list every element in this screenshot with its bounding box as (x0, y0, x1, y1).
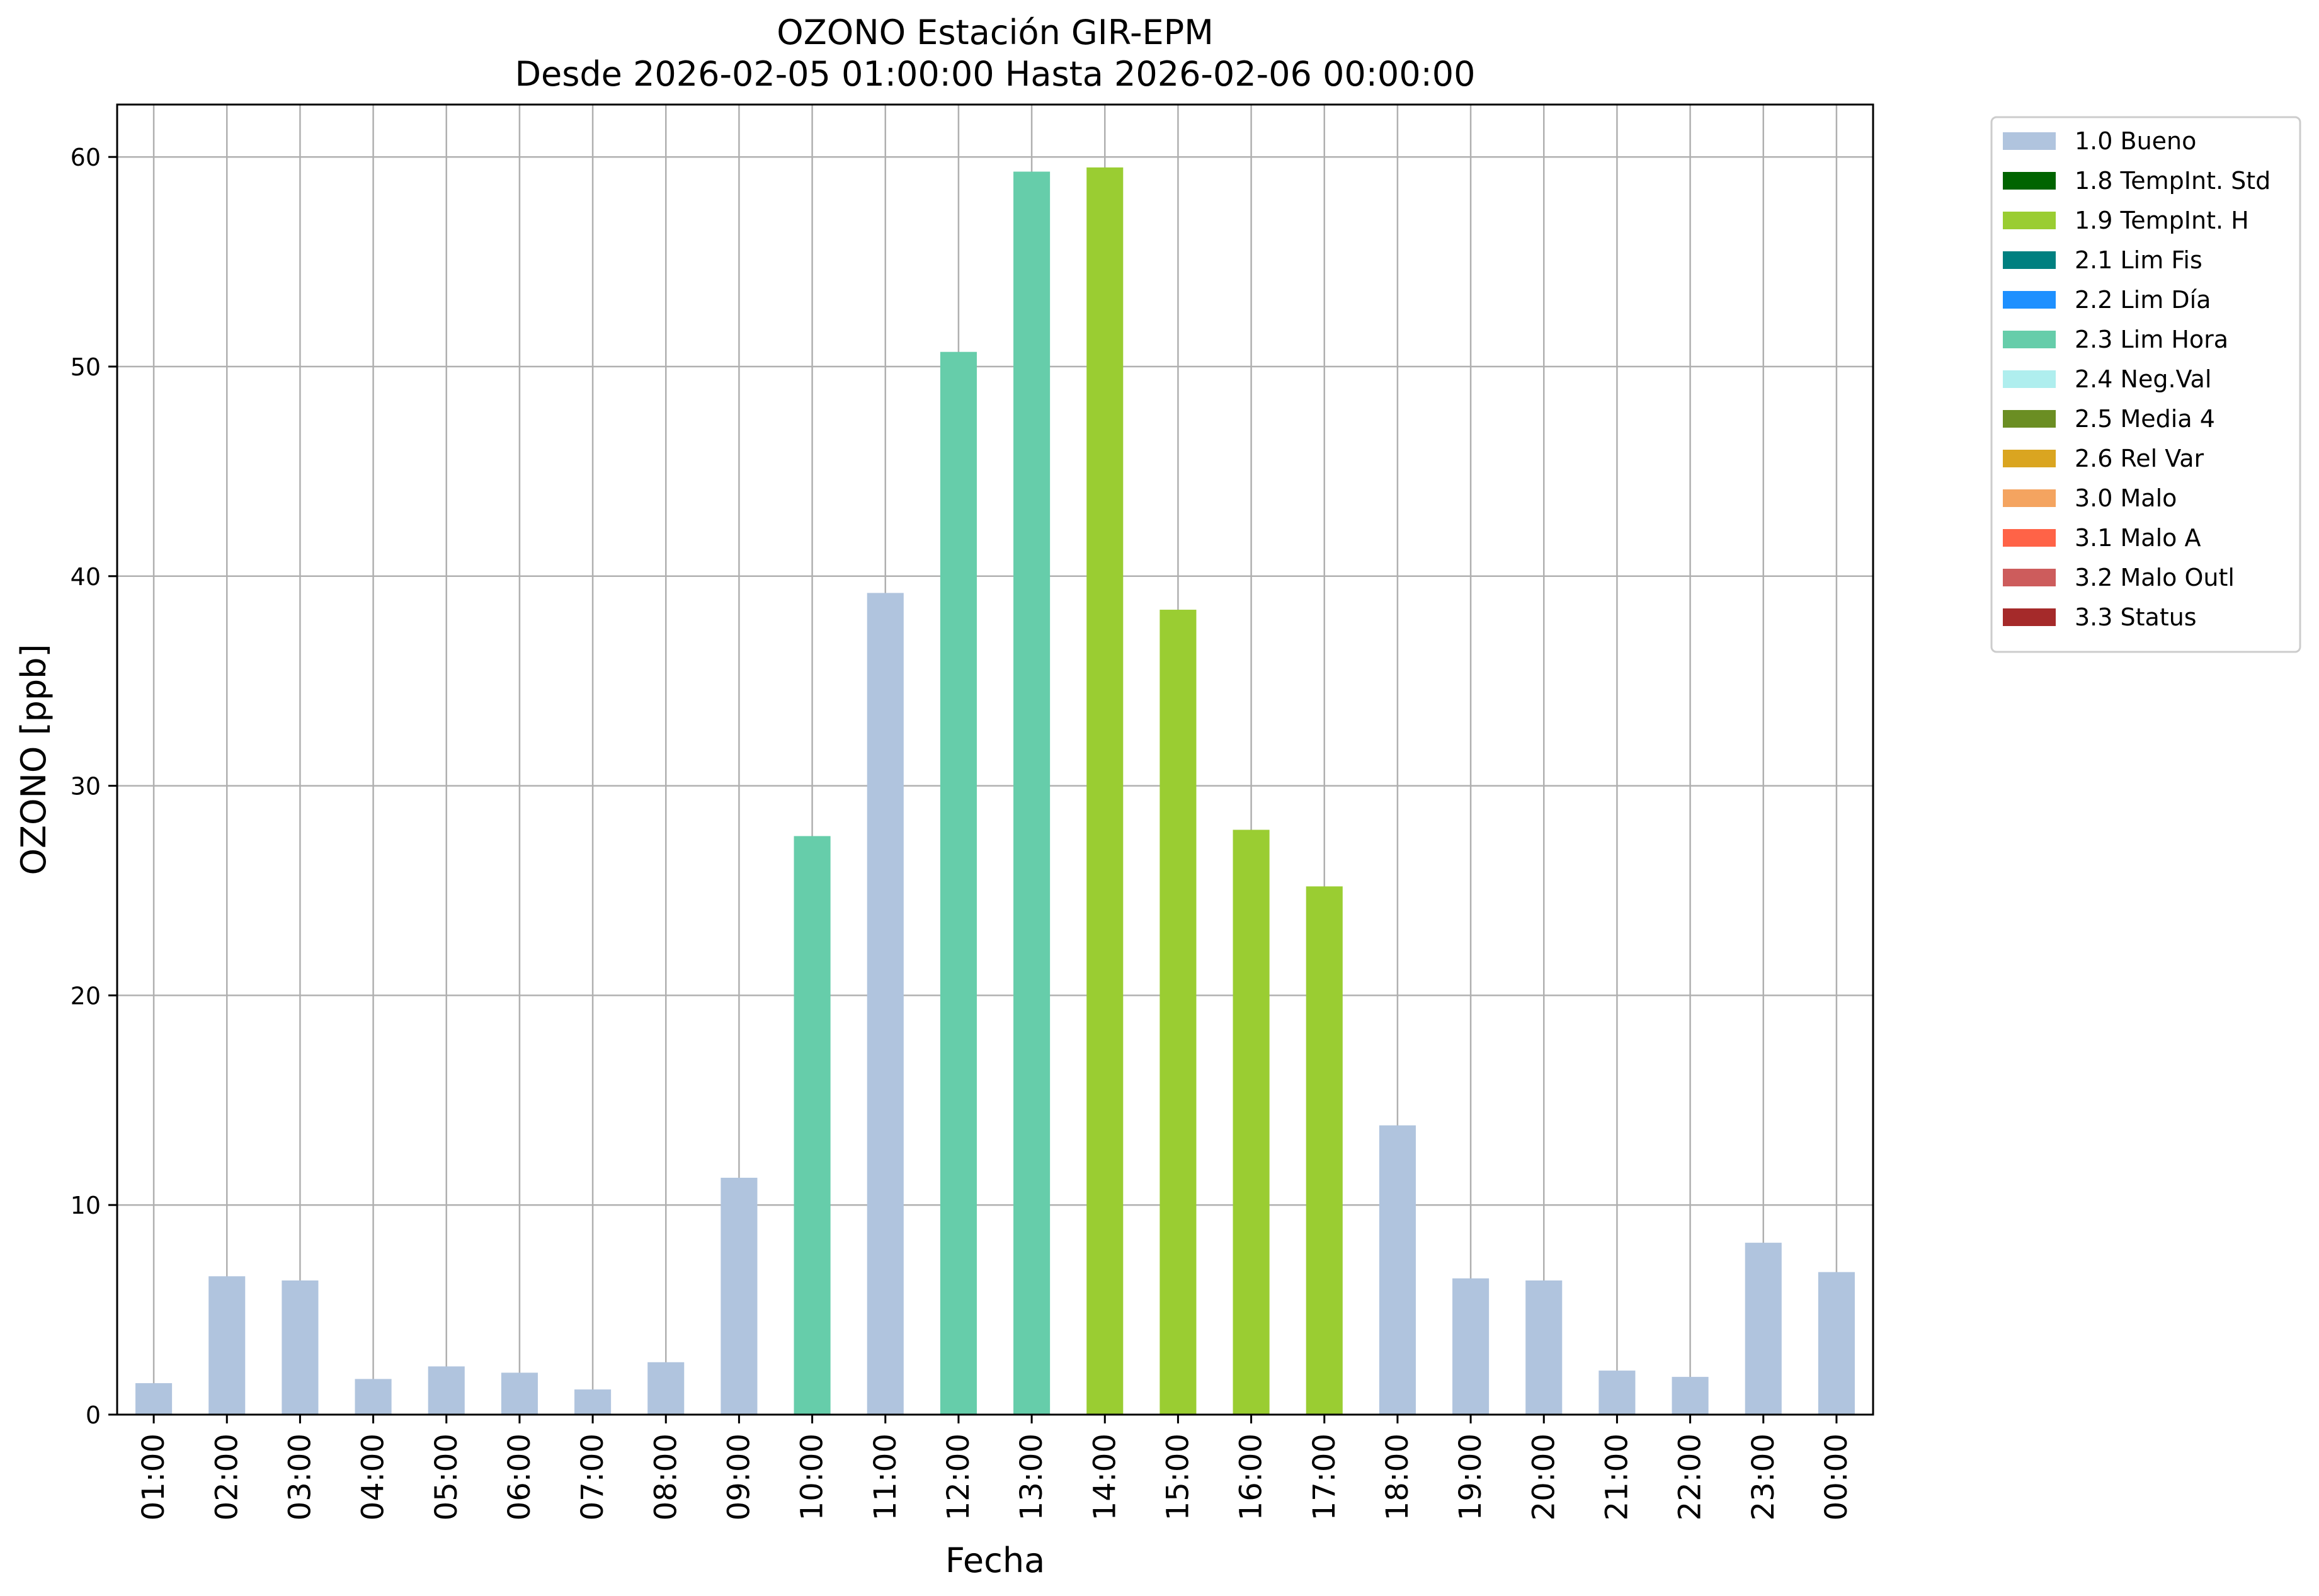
bars (135, 167, 1855, 1415)
x-tick-label: 00:00 (1819, 1434, 1854, 1520)
bar-2000 (1525, 1280, 1563, 1415)
bar-1200 (940, 351, 977, 1415)
x-tick-label: 23:00 (1746, 1434, 1781, 1520)
x-tick-label: 08:00 (648, 1434, 683, 1520)
bar-0000 (1818, 1272, 1855, 1415)
legend-swatch (2003, 132, 2056, 150)
x-tick-label: 10:00 (795, 1434, 830, 1520)
legend-label: 2.6 Rel Var (2075, 445, 2204, 472)
legend-swatch (2003, 410, 2056, 428)
legend-swatch (2003, 291, 2056, 309)
bar-1600 (1233, 829, 1270, 1415)
bar-1500 (1160, 610, 1197, 1415)
x-tick-label: 17:00 (1307, 1434, 1342, 1520)
bar-0300 (282, 1280, 319, 1415)
bar-0900 (721, 1177, 758, 1415)
y-axis-ticks: 0 10 20 30 40 50 60 (71, 144, 117, 1429)
legend-label: 2.4 Neg.Val (2075, 365, 2211, 393)
x-tick-label: 01:00 (136, 1434, 171, 1520)
plot-frame (116, 103, 1874, 1416)
legend-swatch (2003, 172, 2056, 190)
x-tick-label: 15:00 (1160, 1434, 1195, 1520)
legend-swatch (2003, 608, 2056, 626)
legend-label: 3.3 Status (2075, 603, 2197, 631)
legend-swatch (2003, 489, 2056, 507)
y-tick-label: 30 (71, 773, 101, 801)
y-tick-label: 60 (71, 144, 101, 171)
legend-label: 2.1 Lim Fis (2075, 246, 2202, 274)
bar-0200 (208, 1276, 246, 1415)
x-tick-label: 07:00 (575, 1434, 610, 1520)
x-tick-label: 18:00 (1380, 1434, 1415, 1520)
chart-title: OZONO Estación GIR-EPM (777, 13, 1214, 52)
x-tick-label: 12:00 (941, 1434, 976, 1520)
x-axis-label: Fecha (945, 1541, 1045, 1580)
legend-swatch (2003, 370, 2056, 388)
legend-label: 1.0 Bueno (2075, 127, 2196, 155)
bar-1100 (867, 593, 904, 1415)
legend-swatch (2003, 331, 2056, 348)
legend-swatch (2003, 251, 2056, 269)
x-tick-label: 09:00 (721, 1434, 756, 1520)
legend: 1.0 Bueno 1.8 TempInt. Std 1.9 TempInt. H 2… (1990, 116, 2301, 653)
bar-0400 (355, 1379, 392, 1415)
x-tick-label: 05:00 (429, 1434, 464, 1520)
bar-1700 (1306, 886, 1343, 1415)
legend-label: 3.0 Malo (2075, 484, 2177, 512)
bar-2200 (1672, 1377, 1709, 1415)
bar-1900 (1452, 1278, 1490, 1415)
chart-subtitle: Desde 2026-02-05 01:00:00 Hasta 2026-02-… (515, 54, 1475, 94)
y-tick-label: 20 (71, 982, 101, 1010)
bar-0600 (501, 1372, 538, 1415)
x-tick-label: 03:00 (282, 1434, 317, 1520)
x-tick-label: 02:00 (209, 1434, 244, 1520)
bar-1800 (1379, 1125, 1416, 1415)
legend-label: 3.1 Malo A (2075, 524, 2201, 552)
bar-0500 (428, 1366, 465, 1415)
x-axis-ticks: 01:00 02:00 03:00 04:00 05:00 06:00 07:00 08:00… (136, 1415, 1854, 1520)
x-tick-label: 16:00 (1234, 1434, 1269, 1520)
y-tick-label: 0 (86, 1401, 101, 1429)
bar-2300 (1745, 1243, 1782, 1415)
x-tick-label: 13:00 (1014, 1434, 1049, 1520)
legend-label: 2.2 Lim Día (2075, 286, 2211, 314)
bar-1300 (1013, 171, 1051, 1415)
x-tick-label: 22:00 (1673, 1434, 1708, 1520)
y-axis-label: OZONO [ppb] (14, 644, 54, 875)
y-tick-label: 40 (71, 563, 101, 591)
x-tick-label: 20:00 (1526, 1434, 1561, 1520)
legend-swatch (2003, 450, 2056, 467)
grid-lines (117, 105, 1873, 1416)
legend-label: 3.2 Malo Outl (2075, 564, 2235, 591)
legend-label: 1.9 TempInt. H (2075, 207, 2249, 234)
bar-1400 (1086, 167, 1124, 1415)
x-tick-label: 06:00 (502, 1434, 537, 1520)
x-tick-label: 21:00 (1599, 1434, 1634, 1520)
bar-1000 (794, 836, 831, 1415)
x-tick-label: 14:00 (1087, 1434, 1122, 1520)
legend-label: 1.8 TempInt. Std (2075, 167, 2271, 195)
legend-box (1990, 116, 2301, 653)
bar-0800 (647, 1362, 685, 1415)
bar-2100 (1598, 1371, 1636, 1415)
legend-swatch (2003, 212, 2056, 229)
y-tick-label: 50 (71, 353, 101, 381)
bar-0700 (574, 1389, 612, 1415)
legend-label: 2.5 Media 4 (2075, 405, 2215, 433)
legend-label: 2.3 Lim Hora (2075, 326, 2228, 353)
x-tick-label: 19:00 (1453, 1434, 1488, 1520)
x-tick-label: 04:00 (356, 1434, 391, 1520)
y-tick-label: 10 (71, 1192, 101, 1219)
legend-swatch (2003, 569, 2056, 586)
bar-0100 (135, 1383, 173, 1415)
x-tick-label: 11:00 (868, 1434, 903, 1520)
legend-swatch (2003, 529, 2056, 547)
